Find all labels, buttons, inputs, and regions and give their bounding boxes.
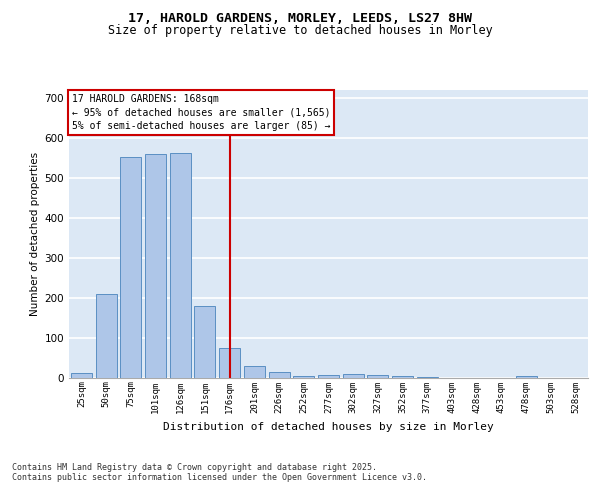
Y-axis label: Number of detached properties: Number of detached properties [31,152,40,316]
Text: Contains HM Land Registry data © Crown copyright and database right 2025.
Contai: Contains HM Land Registry data © Crown c… [12,462,427,482]
Bar [95,294,116,378]
Bar [293,376,314,378]
Bar [145,154,166,378]
Bar [367,375,388,378]
Bar [269,372,290,378]
Bar [516,376,537,378]
Text: 17, HAROLD GARDENS, MORLEY, LEEDS, LS27 8HW: 17, HAROLD GARDENS, MORLEY, LEEDS, LS27 … [128,12,472,26]
Bar [71,372,92,378]
Bar [318,374,339,378]
Bar [343,374,364,378]
Bar [170,152,191,378]
Text: Size of property relative to detached houses in Morley: Size of property relative to detached ho… [107,24,493,37]
Bar [244,366,265,378]
Bar [392,376,413,378]
Bar [194,306,215,378]
Bar [219,348,240,378]
Bar [120,156,141,378]
Text: Distribution of detached houses by size in Morley: Distribution of detached houses by size … [163,422,494,432]
Text: 17 HAROLD GARDENS: 168sqm
← 95% of detached houses are smaller (1,565)
5% of sem: 17 HAROLD GARDENS: 168sqm ← 95% of detac… [71,94,330,130]
